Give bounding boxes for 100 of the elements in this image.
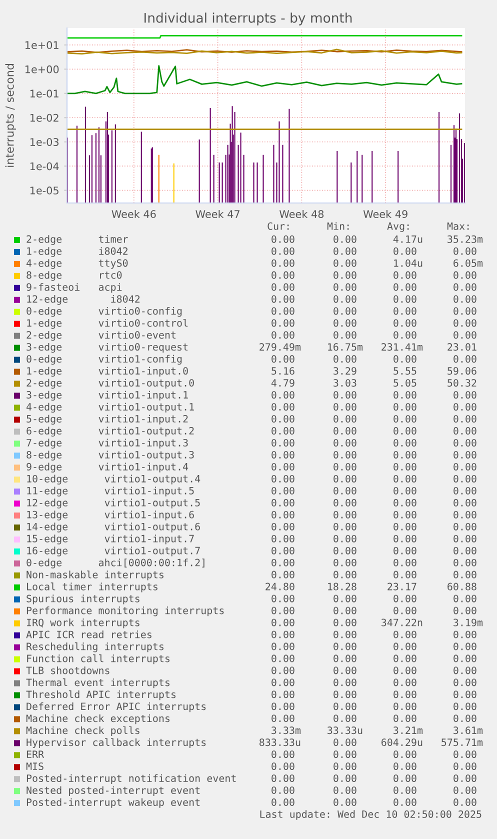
text: 0.00	[334, 403, 356, 411]
text: 0.00	[454, 594, 476, 602]
text: 0.00	[454, 486, 476, 495]
text: 0.00	[394, 331, 416, 339]
text: 0.00	[454, 750, 476, 758]
legend-label: ERR	[26, 750, 44, 758]
text: 0.00	[334, 594, 356, 602]
y-axis-title: interrupts / second	[5, 64, 16, 167]
legend-label: 1-edge virtio0-control	[27, 318, 188, 329]
text: 0.00	[272, 415, 294, 423]
text: 6.05m	[454, 259, 483, 267]
legend-label: 0-edge virtio1-config	[26, 354, 182, 365]
y-tick-label: 1e-02	[30, 114, 58, 122]
text: 0.00	[454, 522, 476, 530]
text: 0.00	[272, 486, 294, 495]
text: 0.00	[272, 798, 294, 806]
legend-label: Posted-interrupt notification event	[26, 774, 236, 784]
text: 24.80	[266, 582, 294, 590]
text: 0.00	[334, 798, 356, 806]
text: 0.00	[454, 271, 476, 279]
text: 0.00	[334, 738, 356, 746]
text: 0.00	[394, 786, 416, 794]
text: 0.00	[454, 462, 476, 471]
text: 4.79	[271, 379, 294, 387]
legend-label: 6-edge virtio1-output.2	[26, 426, 194, 437]
text: 0.00	[272, 451, 294, 459]
text: 23.01	[448, 343, 476, 351]
text: 575.71m	[442, 738, 483, 746]
legend-label: MIS	[26, 762, 44, 770]
text: 0.00	[334, 642, 356, 650]
text: 0.00	[272, 630, 294, 638]
text: 0.00	[272, 666, 294, 674]
text: 0.00	[334, 498, 356, 506]
text: 0.00	[454, 510, 476, 518]
text: 0.00	[394, 283, 416, 291]
text: 0.00	[334, 247, 356, 255]
text: Avg:	[387, 222, 409, 232]
text: 0.00	[334, 762, 356, 770]
legend-label: Non-maskable interrupts	[26, 570, 164, 580]
text: 0.00	[394, 606, 416, 614]
x-tick-label: Week 48	[280, 210, 324, 218]
text: 0.00	[454, 654, 476, 662]
text: 3.03	[334, 379, 356, 387]
text: 0.00	[394, 427, 416, 435]
text: 0.00	[334, 415, 356, 423]
text: 0.00	[334, 295, 356, 303]
text: 0.00	[454, 498, 476, 506]
text: 0.00	[272, 474, 294, 483]
legend-label: 12-edge i8042	[27, 295, 140, 305]
text: 0.00	[394, 570, 416, 578]
text: 0.00	[454, 546, 476, 554]
legend-label: 10-edge virtio1-output.4	[27, 474, 200, 484]
text: 0.00	[334, 391, 356, 399]
legend-label: Hypervisor callback interrupts	[26, 738, 206, 748]
text: 279.49m	[260, 343, 301, 351]
text: 0.00	[334, 702, 356, 710]
legend-label: 0-edge ahci[0000:00:1f.2]	[26, 558, 204, 568]
text: 0.00	[272, 534, 294, 542]
text: 60.88	[448, 582, 476, 590]
text: Last update: Wed Dec 10 02:50:00 2025	[260, 810, 482, 820]
text: 0.00	[454, 642, 476, 650]
legend-label: APIC ICR read retries	[26, 630, 152, 638]
legend-label: Local timer interrupts	[27, 582, 158, 592]
text: 0.00	[334, 510, 356, 518]
legend-label: 11-edge virtio1-input.5	[27, 486, 194, 496]
y-tick-label: 1e-03	[30, 138, 59, 146]
text: 0.00	[394, 403, 416, 411]
text: 4.17u	[393, 235, 422, 243]
text: 0.00	[272, 750, 294, 758]
text: 0.00	[272, 714, 294, 722]
text: 0.00	[334, 331, 356, 339]
text: 0.00	[334, 666, 356, 674]
text: 0.00	[272, 307, 294, 315]
x-tick-label: Week 46	[112, 210, 156, 218]
text: 0.00	[394, 474, 416, 483]
text: 0.00	[334, 534, 356, 542]
text: Cur:	[268, 222, 289, 230]
text: 0.00	[334, 678, 356, 686]
text: 23.17	[388, 582, 416, 590]
legend-label: 8-edge virtio1-output.3	[26, 450, 194, 461]
text: 0.00	[394, 522, 416, 530]
text: 0.00	[272, 570, 294, 578]
text: 0.00	[454, 415, 476, 423]
text: 0.00	[454, 403, 476, 411]
text: 0.00	[394, 630, 416, 638]
legend-label: 7-edge virtio1-input.3	[26, 438, 188, 449]
text: 3.61m	[454, 726, 483, 734]
legend-label: Spurious interrupts	[26, 594, 140, 604]
text: 0.00	[394, 534, 416, 542]
text: 0.00	[272, 774, 294, 782]
x-tick-label: Week 49	[363, 210, 408, 218]
text: 0.00	[394, 714, 416, 722]
text: 0.00	[454, 558, 476, 566]
y-tick-label: 1e+01	[25, 41, 58, 50]
text: 0.00	[272, 510, 294, 518]
text: 0.00	[394, 462, 416, 471]
text: 0.00	[272, 702, 294, 710]
legend-label: 0-edge virtio0-config	[26, 307, 182, 317]
text: 0.00	[394, 307, 416, 315]
legend-label: 13-edge virtio1-input.6	[27, 510, 194, 520]
